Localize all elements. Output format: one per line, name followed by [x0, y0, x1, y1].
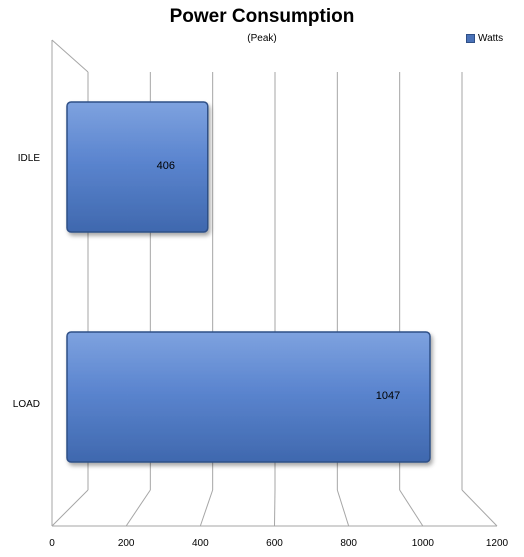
floor-gridline-800 — [336, 489, 350, 527]
bar-idle — [66, 101, 209, 233]
x-tick-label-400: 400 — [192, 538, 209, 549]
x-tick-label-1000: 1000 — [412, 538, 435, 549]
legend-swatch — [466, 34, 475, 43]
data-label-idle: 406 — [157, 160, 175, 172]
data-label-load: 1047 — [376, 390, 400, 402]
floor-gridline-600 — [274, 489, 276, 527]
x-tick-label-600: 600 — [266, 538, 283, 549]
category-label-load: LOAD — [13, 399, 40, 410]
floor-gridline-0 — [51, 489, 89, 527]
category-label-idle: IDLE — [18, 153, 41, 164]
chart-subtitle: (Peak) — [247, 33, 277, 44]
floor-gridline-1000 — [399, 489, 424, 527]
chart-title: Power Consumption — [169, 6, 355, 27]
floor-gridline-200 — [125, 489, 151, 527]
bar-load — [66, 331, 431, 463]
legend-label-watts: Watts — [478, 33, 504, 44]
label-layer: 0 200 400 600 800 1000 1200 406 IDLE 1047 LOAD — [13, 153, 509, 549]
x-tick-label-0: 0 — [49, 538, 55, 549]
x-tick-label-200: 200 — [118, 538, 135, 549]
floor-gridline-1200 — [461, 489, 498, 527]
wall-top-edge — [51, 39, 89, 73]
bar-layer — [66, 101, 431, 463]
x-tick-label-800: 800 — [340, 538, 357, 549]
floor-gridline-400 — [199, 489, 214, 527]
legend: Watts — [466, 33, 503, 44]
x-tick-label-1200: 1200 — [486, 538, 509, 549]
